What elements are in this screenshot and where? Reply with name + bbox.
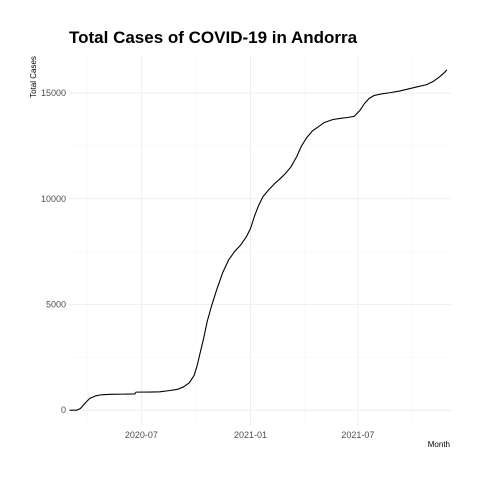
chart-title: Total Cases of COVID-19 in Andorra [69,28,358,47]
y-tick-label: 5000 [46,299,66,309]
y-tick-label: 15000 [41,88,66,98]
x-tick-label: 2020-07 [125,430,158,440]
y-tick-label: 0 [61,405,66,415]
x-axis-title: Month [428,440,450,449]
y-tick-label: 10000 [41,194,66,204]
x-tick-label: 2021-07 [341,430,374,440]
total-cases-line [69,69,448,411]
x-tick-label: 2021-01 [234,430,267,440]
y-axis-title: Total Cases [29,56,38,98]
grid [69,55,451,425]
tick-labels: 0 5000 10000 15000 2020-07 2021-01 2021-07 [41,88,374,440]
series-layer [69,69,448,411]
